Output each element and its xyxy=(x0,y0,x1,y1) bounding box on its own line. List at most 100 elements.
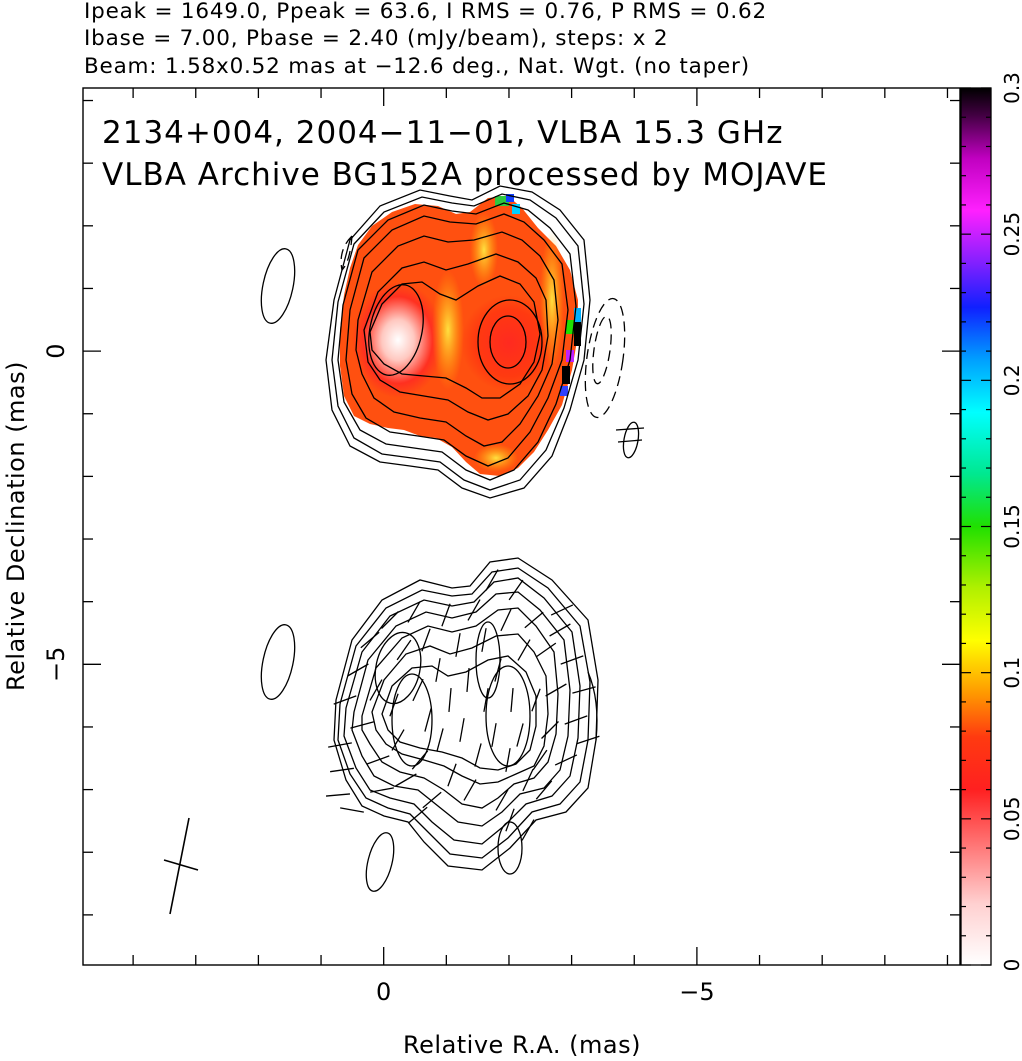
colorbar-tick-label: 0 xyxy=(1000,959,1022,972)
polarization-ridge-yellow xyxy=(470,212,498,288)
header-line-2: Ibase = 7.00, Pbase = 2.40 (mJy/beam), s… xyxy=(84,26,669,51)
polarization-pixel xyxy=(574,322,581,346)
polarization-vector xyxy=(505,808,515,832)
polarization-vector xyxy=(535,780,553,800)
contour xyxy=(391,673,433,767)
polarization-vector xyxy=(615,427,645,431)
contour xyxy=(363,253,549,421)
polarization-vector xyxy=(521,819,535,841)
contour xyxy=(337,202,577,481)
contour xyxy=(371,633,549,785)
polarization-vector xyxy=(396,639,412,661)
x-axis-label: Relative R.A. (mas) xyxy=(403,1031,641,1059)
polarization-vector xyxy=(495,789,509,811)
polarization-vector xyxy=(463,779,477,801)
contour-small-component xyxy=(365,832,395,892)
contour xyxy=(351,591,571,827)
beam-minor-axis xyxy=(163,859,199,871)
contour xyxy=(345,213,569,467)
contour xyxy=(331,193,585,491)
polarization-vector xyxy=(441,603,451,627)
polarization-vector xyxy=(330,767,354,773)
contour xyxy=(325,185,591,499)
polarization-vector xyxy=(467,599,481,621)
contour xyxy=(333,557,599,871)
polarization-vector xyxy=(564,715,588,725)
y-axis-label: Relative Declination (mas) xyxy=(2,361,30,691)
polarization-vector xyxy=(389,693,399,717)
polarization-vector xyxy=(505,748,511,772)
polarization-vector xyxy=(411,750,429,770)
plot-frame: 0 −5 0 −5 xyxy=(42,87,961,1006)
polarization-vector xyxy=(485,569,499,591)
contour xyxy=(477,299,543,385)
polarization-pixel xyxy=(560,386,568,396)
polarization-vector xyxy=(408,806,428,824)
polarization-vector xyxy=(576,735,600,745)
header-line-1: Ipeak = 1649.0, Ppeak = 63.6, I RMS = 0.… xyxy=(84,0,767,24)
intensity-contours-bottom xyxy=(260,557,599,892)
polarization-pixel xyxy=(512,204,520,214)
contour xyxy=(355,231,559,447)
polarization-vector xyxy=(524,611,544,629)
colorbar-tick-label: 0.1 xyxy=(1000,657,1022,689)
polarization-pixel xyxy=(506,194,514,202)
polarization-vector-panel xyxy=(163,557,600,915)
contour xyxy=(485,665,531,767)
y-tick-label: 0 xyxy=(42,343,70,358)
polarization-vector xyxy=(424,708,432,732)
polarization-vector xyxy=(545,683,567,697)
polarization-vector xyxy=(325,793,351,797)
polarization-vector xyxy=(466,667,470,693)
header-line-3: Beam: 1.58x0.52 mas at −12.6 deg., Nat. … xyxy=(84,54,750,79)
polarization-vector xyxy=(554,754,578,766)
polarization-pixel xyxy=(574,308,581,322)
axis-ticks xyxy=(83,88,960,965)
contour xyxy=(369,275,541,399)
negative-contour xyxy=(340,235,353,272)
polarization-vector xyxy=(333,695,357,705)
contour xyxy=(368,284,424,376)
polarization-vectors xyxy=(325,569,600,841)
contour-small-component xyxy=(497,821,523,875)
polarization-vector xyxy=(550,604,574,616)
plot-border xyxy=(82,87,961,966)
polarization-vector xyxy=(347,663,369,677)
polarization-vector xyxy=(370,787,394,793)
colorbar-tick-label: 0.15 xyxy=(1000,504,1022,549)
colorbar-tick-label: 0.3 xyxy=(1000,72,1022,104)
polarization-vector xyxy=(508,579,524,601)
beam-marker xyxy=(163,817,199,915)
contour xyxy=(489,315,527,369)
polarization-vector xyxy=(448,687,452,713)
polarization-vector xyxy=(517,639,531,661)
polarization-vector xyxy=(328,742,352,748)
beam-ellipse-bottom xyxy=(260,624,296,700)
polarization-vector xyxy=(421,628,431,652)
polarization-vector xyxy=(572,686,596,694)
negative-contours-top xyxy=(340,235,626,419)
polarization-vector xyxy=(412,678,424,702)
polarization-pixel xyxy=(562,366,570,384)
y-tick-label: −5 xyxy=(42,647,70,682)
polarization-vector xyxy=(481,628,487,652)
polarization-vector xyxy=(350,721,374,729)
polarization-vector xyxy=(541,721,559,739)
polarization-vector xyxy=(360,631,380,649)
polarization-vector xyxy=(491,723,497,747)
polarization-vector xyxy=(422,791,442,809)
colorbar-tick-label: 0.05 xyxy=(1000,797,1022,842)
colorbar-tick-label: 0.25 xyxy=(1000,212,1022,257)
polarization-vector xyxy=(455,633,461,657)
contour xyxy=(374,631,422,705)
polarization-vector xyxy=(395,773,417,787)
polarization-vector xyxy=(549,623,571,637)
plot-title-line-2: VLBA Archive BG152A processed by MOJAVE xyxy=(102,157,828,193)
contour xyxy=(475,621,501,699)
contour xyxy=(337,567,591,859)
beam-ellipse-top xyxy=(260,248,296,324)
plot-title-line-1: 2134+004, 2004−11−01, VLBA 15.3 GHz xyxy=(102,115,783,151)
polarization-fraction-panel xyxy=(260,185,645,499)
contour-small-component xyxy=(622,421,640,459)
